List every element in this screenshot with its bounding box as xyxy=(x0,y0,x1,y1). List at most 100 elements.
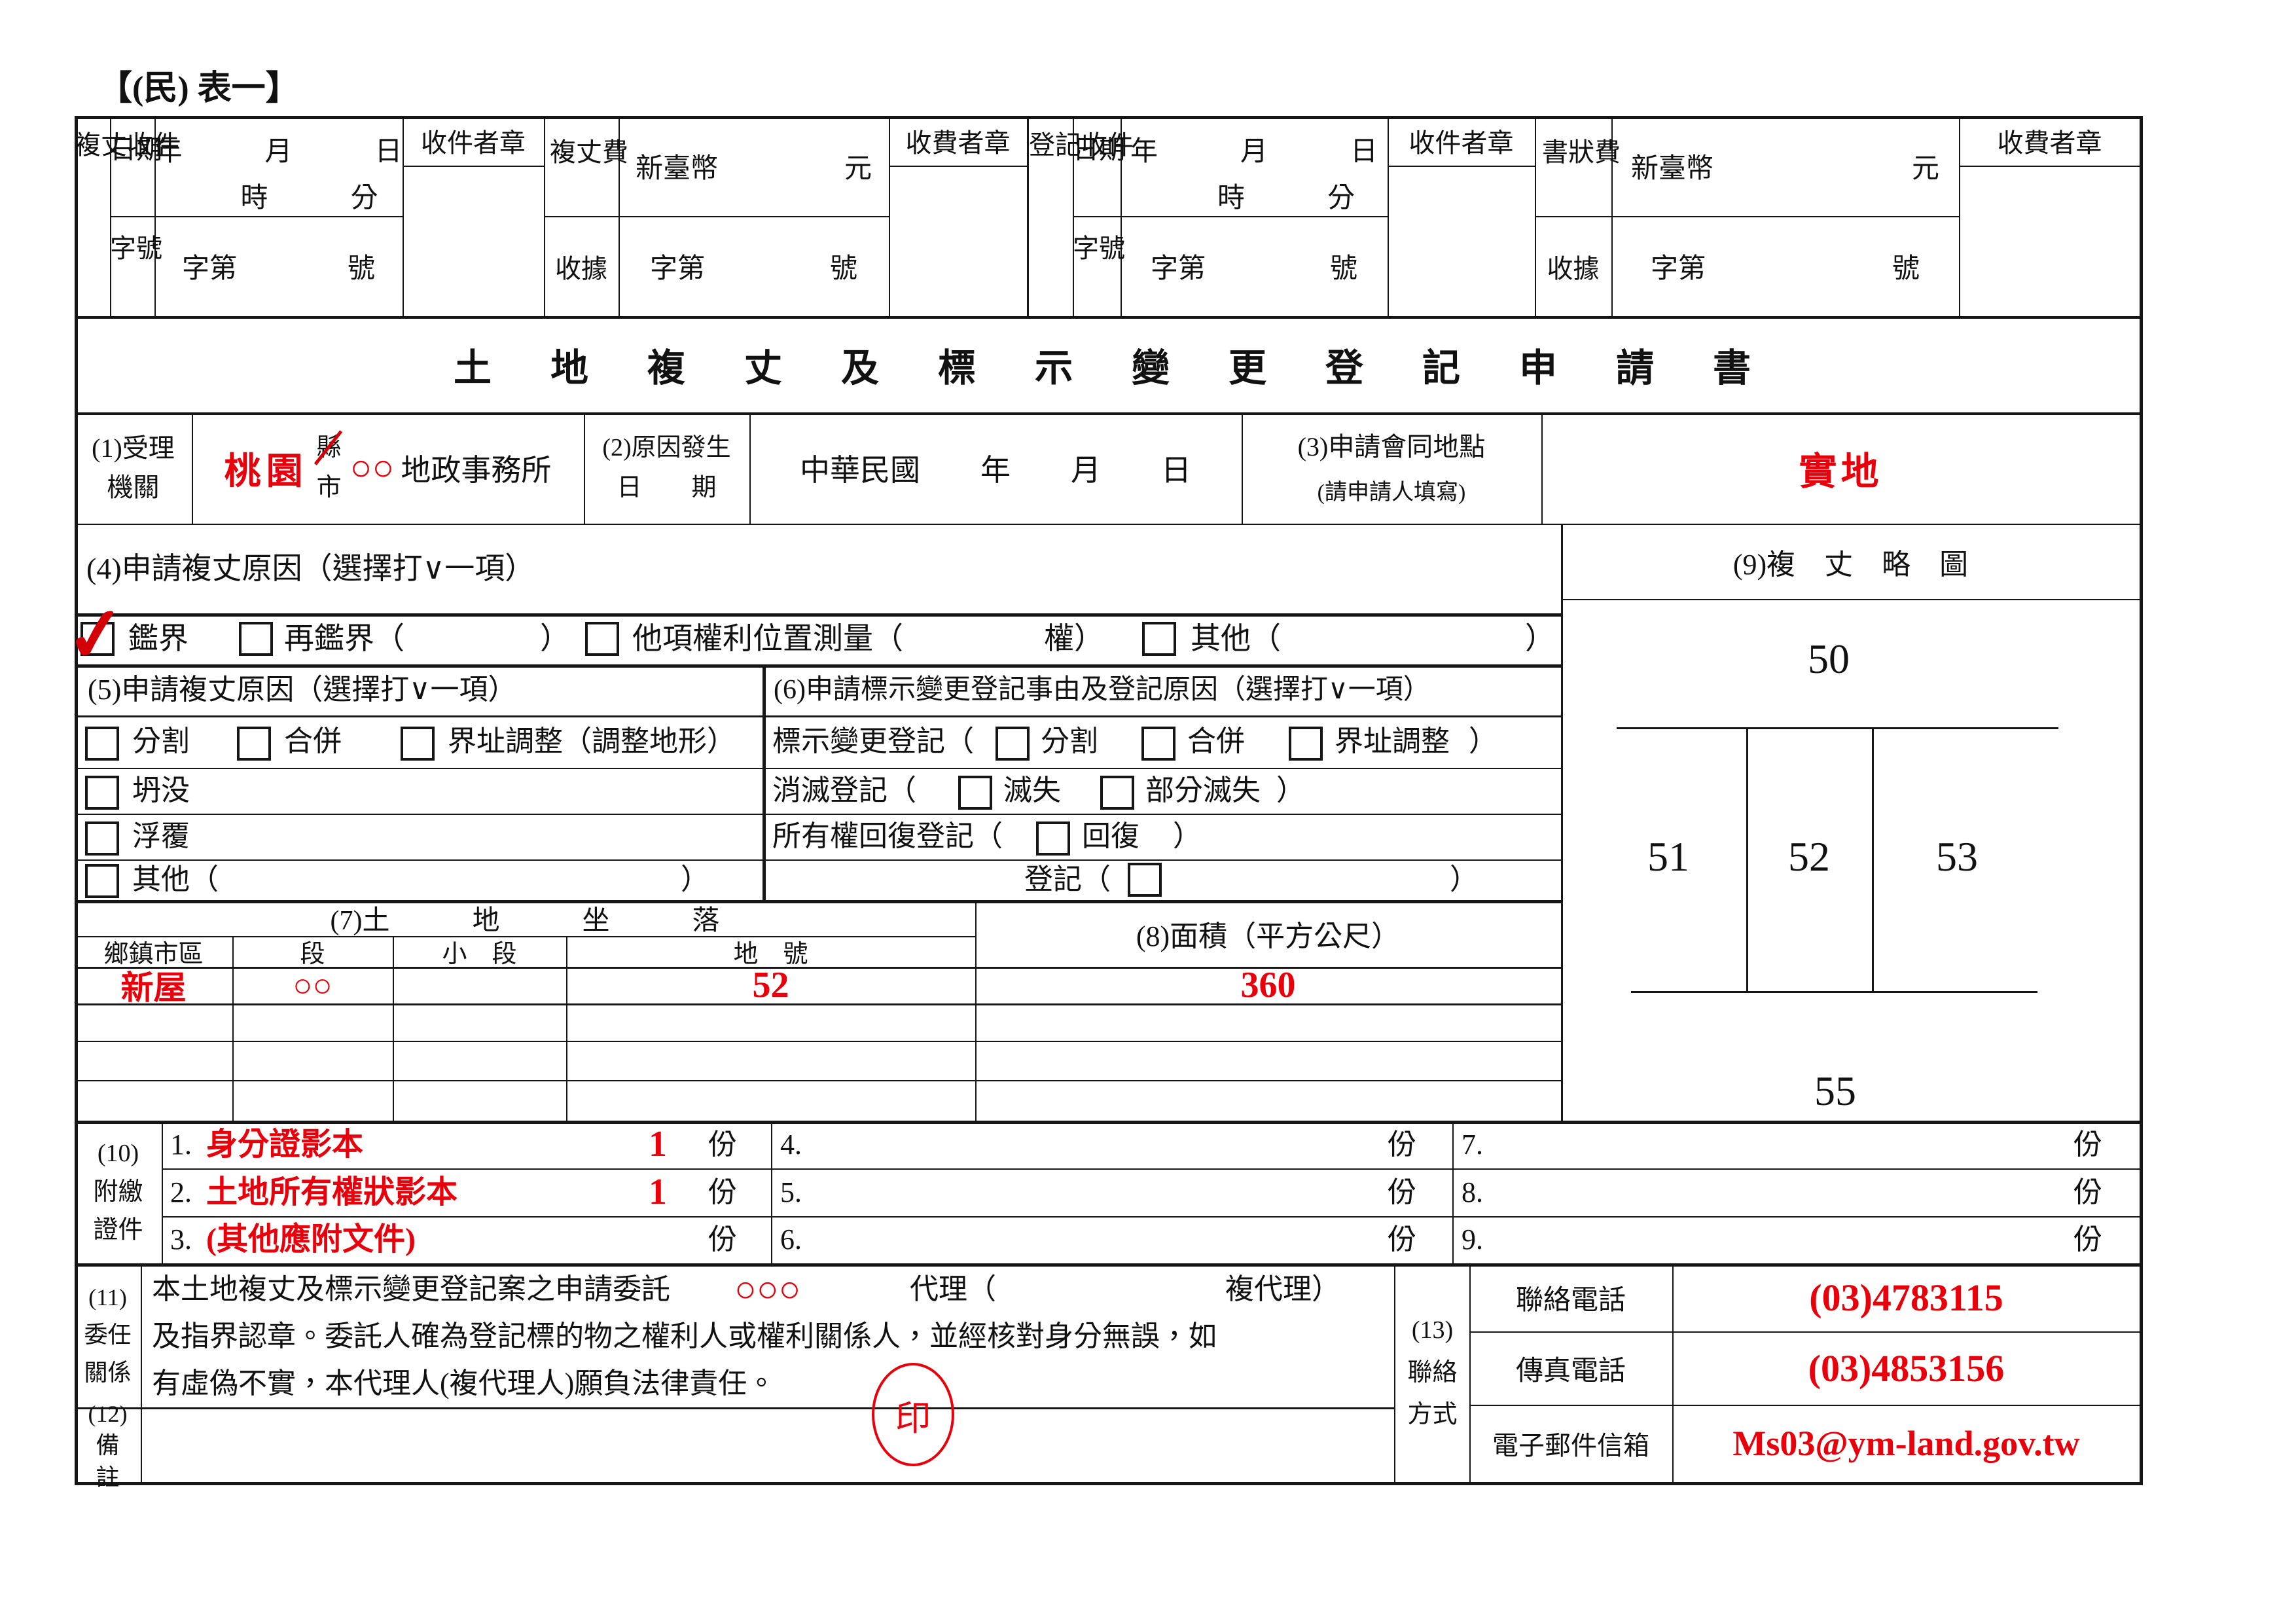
phone-value[interactable]: (03)4783115 xyxy=(1809,1276,2003,1319)
header-serial-field[interactable]: 字第號 xyxy=(182,254,375,284)
checkbox-other-rights-position-survey[interactable] xyxy=(585,622,619,656)
survey-reason2-section-header: (5)申請複丈原因（選擇打∨一項） xyxy=(88,674,517,706)
sketch-lot-50: 50 xyxy=(1808,636,1850,682)
line xyxy=(1672,1263,1674,1482)
line xyxy=(75,859,1561,861)
row-label: 所有權回復登記（ xyxy=(772,820,1003,852)
delegation-text: 本土地複丈及標示變更登記案之申請委託 xyxy=(152,1273,670,1305)
agent-name-value[interactable]: ○○○ xyxy=(734,1269,801,1310)
accepting-agency-field[interactable]: 桃園 縣 市 ○○ 地政事務所 xyxy=(192,412,584,524)
area-header: (8)面積（平方公尺） xyxy=(1136,920,1401,952)
header-ntd-field[interactable]: 新臺幣元 xyxy=(636,154,872,184)
line xyxy=(75,1482,2143,1485)
line xyxy=(403,116,404,316)
attachment-qty[interactable]: 1 xyxy=(649,1124,667,1164)
header-hm-field[interactable]: 時 分 xyxy=(240,183,378,213)
phone-label: 聯絡電話 xyxy=(1515,1285,1626,1316)
line xyxy=(162,1216,2140,1218)
checkbox-reg-subdivision[interactable] xyxy=(996,727,1030,761)
sketch-line xyxy=(1617,727,2058,729)
line xyxy=(1452,1121,1454,1263)
item-no: 6. xyxy=(780,1223,802,1255)
option-paren: ） xyxy=(540,622,570,655)
checkbox-other2[interactable] xyxy=(85,864,119,898)
delegation-label: (11) 委任 關係 xyxy=(84,1284,132,1386)
item-no: 2. xyxy=(170,1176,192,1208)
line xyxy=(2140,116,2143,1484)
header-ntd-field[interactable]: 新臺幣元 xyxy=(1631,154,1939,184)
item-no: 4. xyxy=(780,1128,802,1161)
option-label: 分割 xyxy=(132,725,190,757)
parcel-no-value[interactable]: 52 xyxy=(752,965,789,1005)
checkbox-consolidation[interactable] xyxy=(237,727,271,761)
line xyxy=(75,412,2143,415)
item-no: 5. xyxy=(780,1176,802,1208)
checkbox-collapse[interactable] xyxy=(85,776,119,810)
checkbox-ownership-restoration[interactable] xyxy=(1036,821,1070,856)
meeting-place-field[interactable]: 實地 xyxy=(1799,450,1883,493)
form-tag: 【(民) 表一】 xyxy=(98,70,300,107)
attachment-name[interactable]: 身分證影本 xyxy=(206,1127,364,1162)
line xyxy=(75,768,1561,769)
area-value[interactable]: 360 xyxy=(1240,965,1296,1005)
checkbox-total-loss[interactable] xyxy=(958,776,992,810)
line xyxy=(75,1263,2143,1267)
unit-label: 份 xyxy=(2073,1223,2102,1255)
sketch-lot-55: 55 xyxy=(1814,1068,1856,1114)
header-date-label: 日期 xyxy=(1073,135,1125,164)
line xyxy=(162,1168,2140,1170)
agency-city-value: 桃園 xyxy=(224,451,308,492)
section-value[interactable]: ○○ xyxy=(293,967,332,1003)
option-paren: ） xyxy=(681,863,709,895)
checkbox-boundary-adjustment[interactable] xyxy=(401,727,435,761)
line xyxy=(1388,116,1389,316)
header-receipt-serial-field[interactable]: 字第號 xyxy=(1651,254,1920,284)
row-label: 登記（ xyxy=(1024,863,1111,895)
header-serial-label: 字號 xyxy=(110,234,162,263)
row-label: 消滅登記（ xyxy=(772,774,916,806)
district-value[interactable]: 新屋 xyxy=(120,969,187,1006)
contact-label: (13) 聯絡 方式 xyxy=(1407,1316,1458,1429)
checkbox-reg-boundary-adjustment[interactable] xyxy=(1289,727,1323,761)
email-value[interactable]: Ms03@ym-land.gov.tw xyxy=(1732,1424,2080,1463)
sketch-line xyxy=(1872,727,1874,991)
line xyxy=(1121,116,1122,316)
checkbox-boundary-survey[interactable] xyxy=(81,622,115,656)
checkbox-other-reason[interactable] xyxy=(1142,622,1176,656)
sketch-section-title: (9)複 丈 略 圖 xyxy=(1732,548,1969,581)
item-no: 8. xyxy=(1462,1176,1483,1208)
subsection-value[interactable] xyxy=(393,967,566,1003)
fax-value[interactable]: (03)4853156 xyxy=(1808,1346,2005,1390)
header-ymd-field[interactable]: 年 月 日 xyxy=(1130,137,1378,167)
line xyxy=(1959,166,2140,167)
email-label: 電子郵件信箱 xyxy=(1492,1431,1649,1460)
checkbox-reemergence[interactable] xyxy=(85,821,119,856)
header-survey-intake-label: 複丈收件 xyxy=(75,130,179,160)
line xyxy=(771,1121,772,1263)
header-registration-intake-label: 登記收件 xyxy=(1029,130,1134,160)
item-no: 3. xyxy=(170,1223,192,1255)
attachment-name[interactable]: 土地所有權狀影本 xyxy=(206,1175,458,1210)
option-label: 浮覆 xyxy=(132,820,190,852)
attachment-qty[interactable]: 1 xyxy=(649,1172,667,1212)
header-receipt-serial-field[interactable]: 字第號 xyxy=(650,254,857,284)
option-label: 界址調整（調整地形） xyxy=(448,725,736,757)
header-fee-stamp-label: 收費者章 xyxy=(1997,128,2102,158)
attachment-name[interactable]: (其他應附文件) xyxy=(206,1222,416,1257)
checkbox-subdivision[interactable] xyxy=(85,727,119,761)
header-ymd-field[interactable]: 年 月 日 xyxy=(154,137,403,167)
cause-date-field[interactable]: 中華民國 年 月 日 xyxy=(800,454,1191,487)
option-label: 滅失 xyxy=(1003,774,1061,806)
item-no: 9. xyxy=(1462,1223,1483,1255)
checkbox-re-boundary-survey[interactable] xyxy=(239,622,273,656)
header-hm-field[interactable]: 時 分 xyxy=(1217,183,1355,213)
remarks-field[interactable] xyxy=(141,1409,1394,1482)
checkbox-reg-consolidation[interactable] xyxy=(1141,727,1175,761)
sketch-lot-53: 53 xyxy=(1936,833,1978,880)
header-serial-field[interactable]: 字第號 xyxy=(1151,254,1357,284)
line xyxy=(1073,116,1074,316)
checkbox-partial-loss[interactable] xyxy=(1100,776,1134,810)
line xyxy=(393,936,394,1121)
unit-label: 份 xyxy=(1388,1176,1416,1208)
checkbox-other-registration[interactable] xyxy=(1128,863,1162,897)
